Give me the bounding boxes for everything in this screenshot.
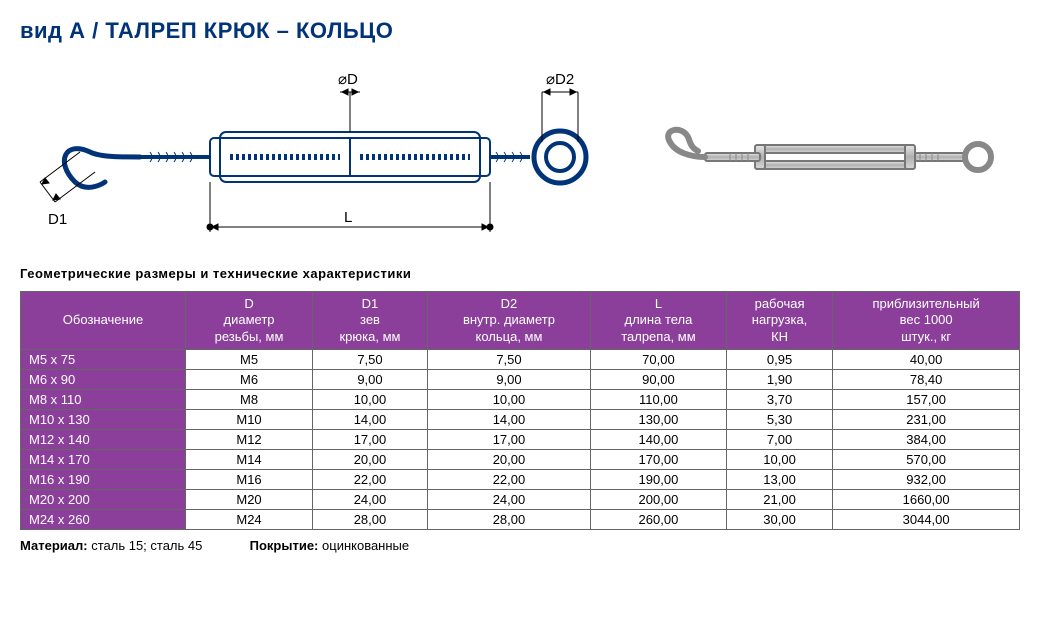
- cell: 384,00: [833, 429, 1020, 449]
- coating-value: оцинкованные: [322, 538, 409, 553]
- cell: 170,00: [591, 449, 727, 469]
- cell: 7,50: [427, 349, 590, 369]
- dim-label-d: ⌀D: [338, 71, 358, 88]
- row-label: M14 x 170: [21, 449, 186, 469]
- row-label: M16 x 190: [21, 469, 186, 489]
- cell: 70,00: [591, 349, 727, 369]
- table-row: M14 x 170M1420,0020,00170,0010,00570,00: [21, 449, 1020, 469]
- cell: 7,50: [313, 349, 428, 369]
- cell: 30,00: [726, 509, 832, 529]
- cell: 14,00: [313, 409, 428, 429]
- coating-label: Покрытие:: [250, 538, 319, 553]
- cell: 9,00: [313, 369, 428, 389]
- col-header-c5: рабочаянагрузка,КН: [726, 292, 832, 350]
- cell: 260,00: [591, 509, 727, 529]
- cell: 10,00: [726, 449, 832, 469]
- cell: 20,00: [427, 449, 590, 469]
- table-row: M6 x 90M69,009,0090,001,9078,40: [21, 369, 1020, 389]
- cell: 190,00: [591, 469, 727, 489]
- cell: 9,00: [427, 369, 590, 389]
- cell: 932,00: [833, 469, 1020, 489]
- cell: 110,00: [591, 389, 727, 409]
- dim-label-d2: ⌀D2: [546, 71, 574, 88]
- cell: 130,00: [591, 409, 727, 429]
- cell: 10,00: [427, 389, 590, 409]
- cell: 22,00: [427, 469, 590, 489]
- table-row: M16 x 190M1622,0022,00190,0013,00932,00: [21, 469, 1020, 489]
- cell: M24: [186, 509, 313, 529]
- cell: 78,40: [833, 369, 1020, 389]
- dim-label-d1: D1: [48, 211, 67, 228]
- cell: 28,00: [313, 509, 428, 529]
- images-row: ⌀D ⌀D2 L D1: [20, 62, 1021, 252]
- table-row: M12 x 140M1217,0017,00140,007,00384,00: [21, 429, 1020, 449]
- table-row: M8 x 110M810,0010,00110,003,70157,00: [21, 389, 1020, 409]
- cell: 0,95: [726, 349, 832, 369]
- row-label: M24 x 260: [21, 509, 186, 529]
- cell: 21,00: [726, 489, 832, 509]
- cell: 157,00: [833, 389, 1020, 409]
- dim-label-l: L: [344, 209, 352, 226]
- page-title: вид А / ТАЛРЕП КРЮК – КОЛЬЦО: [20, 18, 1021, 44]
- cell: 3,70: [726, 389, 832, 409]
- table-heading: Геометрические размеры и технические хар…: [20, 266, 1021, 281]
- cell: 20,00: [313, 449, 428, 469]
- technical-diagram: ⌀D ⌀D2 L D1: [20, 62, 620, 252]
- cell: 1660,00: [833, 489, 1020, 509]
- table-row: M24 x 260M2428,0028,00260,0030,003044,00: [21, 509, 1020, 529]
- cell: M8: [186, 389, 313, 409]
- cell: 1,90: [726, 369, 832, 389]
- material-label: Материал:: [20, 538, 88, 553]
- cell: 17,00: [427, 429, 590, 449]
- row-label: M8 x 110: [21, 389, 186, 409]
- col-header-c1: Dдиаметррезьбы, мм: [186, 292, 313, 350]
- col-header-c2: D1зевкрюка, мм: [313, 292, 428, 350]
- cell: 5,30: [726, 409, 832, 429]
- material-value: сталь 15; сталь 45: [91, 538, 202, 553]
- row-label: M12 x 140: [21, 429, 186, 449]
- cell: M10: [186, 409, 313, 429]
- cell: M6: [186, 369, 313, 389]
- cell: 40,00: [833, 349, 1020, 369]
- cell: 10,00: [313, 389, 428, 409]
- cell: 90,00: [591, 369, 727, 389]
- cell: M14: [186, 449, 313, 469]
- row-label: M10 x 130: [21, 409, 186, 429]
- footer-line: Материал: сталь 15; сталь 45 Покрытие: о…: [20, 538, 1021, 553]
- col-header-c6: приблизительныйвес 1000штук., кг: [833, 292, 1020, 350]
- cell: 24,00: [427, 489, 590, 509]
- product-photo: [650, 117, 1000, 197]
- cell: 28,00: [427, 509, 590, 529]
- cell: 14,00: [427, 409, 590, 429]
- cell: 22,00: [313, 469, 428, 489]
- cell: M12: [186, 429, 313, 449]
- col-header-c0: Обозначение: [21, 292, 186, 350]
- table-row: M10 x 130M1014,0014,00130,005,30231,00: [21, 409, 1020, 429]
- cell: 231,00: [833, 409, 1020, 429]
- cell: 200,00: [591, 489, 727, 509]
- spec-table: ОбозначениеDдиаметррезьбы, ммD1зевкрюка,…: [20, 291, 1020, 530]
- cell: 140,00: [591, 429, 727, 449]
- cell: 7,00: [726, 429, 832, 449]
- table-row: M5 x 75M57,507,5070,000,9540,00: [21, 349, 1020, 369]
- cell: M16: [186, 469, 313, 489]
- row-label: M5 x 75: [21, 349, 186, 369]
- col-header-c4: Lдлина телаталрепа, мм: [591, 292, 727, 350]
- cell: 17,00: [313, 429, 428, 449]
- cell: 13,00: [726, 469, 832, 489]
- cell: 570,00: [833, 449, 1020, 469]
- row-label: M6 x 90: [21, 369, 186, 389]
- cell: 3044,00: [833, 509, 1020, 529]
- row-label: M20 x 200: [21, 489, 186, 509]
- cell: 24,00: [313, 489, 428, 509]
- cell: M5: [186, 349, 313, 369]
- table-row: M20 x 200M2024,0024,00200,0021,001660,00: [21, 489, 1020, 509]
- cell: M20: [186, 489, 313, 509]
- col-header-c3: D2внутр. диаметркольца, мм: [427, 292, 590, 350]
